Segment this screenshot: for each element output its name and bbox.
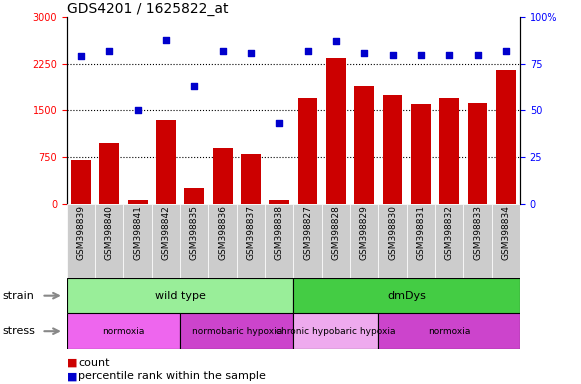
Bar <box>180 204 209 278</box>
Text: GSM398839: GSM398839 <box>77 205 85 260</box>
Text: GDS4201 / 1625822_at: GDS4201 / 1625822_at <box>67 2 228 16</box>
Text: normoxia: normoxia <box>102 327 145 336</box>
Point <box>388 51 397 58</box>
Point <box>246 50 256 56</box>
Point <box>218 48 227 54</box>
Text: GSM398833: GSM398833 <box>473 205 482 260</box>
Point <box>133 108 142 114</box>
Point <box>360 50 369 56</box>
Text: GSM398829: GSM398829 <box>360 205 369 260</box>
Bar <box>270 200 289 204</box>
Point <box>105 48 114 54</box>
Bar <box>435 204 464 278</box>
Bar <box>411 104 431 204</box>
Bar <box>184 188 204 204</box>
Point <box>189 83 199 89</box>
Text: chronic hypobaric hypoxia: chronic hypobaric hypoxia <box>276 327 396 336</box>
Point <box>444 51 454 58</box>
Text: percentile rank within the sample: percentile rank within the sample <box>78 371 266 381</box>
Bar <box>468 103 487 204</box>
Bar <box>152 204 180 278</box>
Point <box>473 51 482 58</box>
Text: ■: ■ <box>67 358 77 368</box>
Bar <box>67 278 293 313</box>
Bar <box>326 58 346 204</box>
Text: GSM398832: GSM398832 <box>444 205 454 260</box>
Bar <box>496 70 516 204</box>
Point <box>501 48 511 54</box>
Bar <box>492 204 520 278</box>
Bar <box>67 313 180 349</box>
Text: wild type: wild type <box>155 291 206 301</box>
Bar <box>241 154 261 204</box>
Text: GSM398831: GSM398831 <box>417 205 425 260</box>
Point <box>162 36 171 43</box>
Text: GSM398842: GSM398842 <box>162 205 170 260</box>
Point <box>275 120 284 126</box>
Bar <box>293 278 520 313</box>
Point <box>416 51 425 58</box>
Text: GSM398828: GSM398828 <box>331 205 340 260</box>
Bar <box>67 204 95 278</box>
Bar <box>297 98 317 204</box>
Text: GSM398830: GSM398830 <box>388 205 397 260</box>
Text: GSM398834: GSM398834 <box>501 205 510 260</box>
Text: normobaric hypoxia: normobaric hypoxia <box>192 327 282 336</box>
Bar <box>180 313 293 349</box>
Bar <box>71 160 91 204</box>
Bar <box>209 204 237 278</box>
Text: strain: strain <box>3 291 35 301</box>
Text: GSM398837: GSM398837 <box>246 205 256 260</box>
Bar <box>123 204 152 278</box>
Bar <box>464 204 492 278</box>
Text: GSM398836: GSM398836 <box>218 205 227 260</box>
Bar <box>407 204 435 278</box>
Bar <box>128 200 148 204</box>
Point <box>303 48 312 54</box>
Text: GSM398840: GSM398840 <box>105 205 114 260</box>
Bar <box>99 143 119 204</box>
Bar <box>383 95 403 204</box>
Text: GSM398835: GSM398835 <box>190 205 199 260</box>
Bar <box>213 148 232 204</box>
Text: count: count <box>78 358 110 368</box>
Text: GSM398827: GSM398827 <box>303 205 312 260</box>
Text: dmDys: dmDys <box>388 291 426 301</box>
Bar <box>265 204 293 278</box>
Text: GSM398841: GSM398841 <box>133 205 142 260</box>
Bar <box>237 204 265 278</box>
Bar <box>293 204 322 278</box>
Bar <box>350 204 378 278</box>
Text: ■: ■ <box>67 371 77 381</box>
Bar <box>378 204 407 278</box>
Point <box>76 53 85 60</box>
Bar <box>95 204 123 278</box>
Point <box>331 38 340 45</box>
Bar <box>378 313 520 349</box>
Bar <box>354 86 374 204</box>
Text: GSM398838: GSM398838 <box>275 205 284 260</box>
Text: normoxia: normoxia <box>428 327 471 336</box>
Bar <box>439 98 459 204</box>
Bar <box>293 313 378 349</box>
Text: stress: stress <box>3 326 36 336</box>
Bar <box>322 204 350 278</box>
Bar <box>156 120 176 204</box>
